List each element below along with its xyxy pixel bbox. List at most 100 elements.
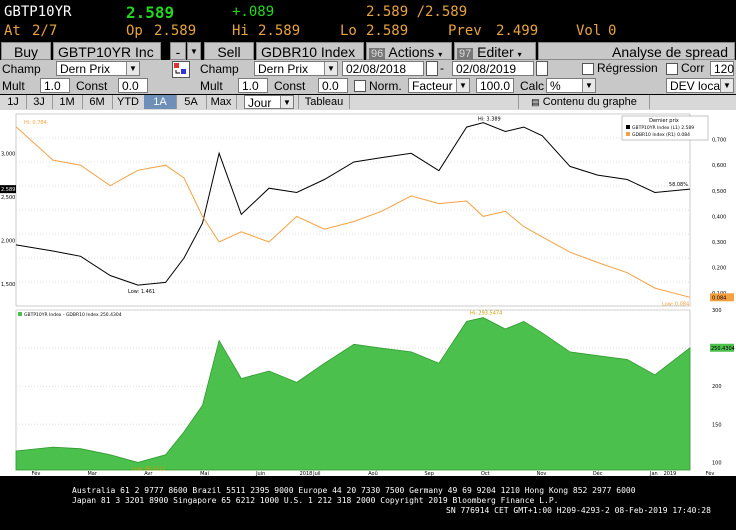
month-label: Juil <box>312 471 320 476</box>
corr-checkbox[interactable] <box>666 63 678 75</box>
bottom-legend-swatch <box>18 312 22 316</box>
annotation-start: Hi: 0.784 <box>24 120 47 126</box>
corr-label: Corr <box>681 61 705 75</box>
mult2-input[interactable]: 1.0 <box>238 78 268 93</box>
actions-label: Actions <box>388 44 435 60</box>
chart-content-label: Contenu du graphe <box>542 96 637 108</box>
legend-entry: GBTP10YR Index (L1) 2.589 <box>632 125 694 131</box>
annotation-end-low: Low: 0.084 <box>662 301 689 307</box>
tab-max[interactable]: Max <box>206 95 237 109</box>
swap-icon[interactable] <box>172 61 190 78</box>
mult2-label: Mult <box>200 79 223 93</box>
chart-area[interactable]: 3,000 2,500 2,000 1,500 0,700 0,600 0,500 0,400… <box>0 110 736 477</box>
open-label: Op <box>126 23 143 39</box>
mult1-input[interactable]: 1.0 <box>40 78 70 93</box>
bid-ask: 2.589 /2.589 <box>366 4 468 20</box>
footer-line3: SN 776914 CET GMT+1:00 H209-4293-2 08-Fe… <box>446 506 711 515</box>
const1-input[interactable]: 0.0 <box>118 78 148 93</box>
field2-value: Dern Prix <box>258 62 309 76</box>
actions-menu[interactable]: 96 Actions ▾ <box>366 42 452 60</box>
current-left-label: 2.589 <box>1 187 15 193</box>
field1-select[interactable]: Dern Prix ▼ <box>56 61 140 76</box>
current-left-tag <box>0 185 16 194</box>
tab-ytd[interactable]: YTD <box>112 95 145 109</box>
annotation-high: Hi: 3.389 <box>478 117 501 123</box>
vol-value: 0 <box>608 23 617 39</box>
edit-number: 97 <box>457 48 474 60</box>
legend-entry: GDBR10 Index (R1) 0.084 <box>632 132 690 138</box>
bottom-current-label: 250.4304 <box>711 346 735 352</box>
edit-menu[interactable]: 97 Editer ▾ <box>454 42 536 60</box>
buy-button[interactable]: Buy <box>1 42 51 60</box>
champ1-label: Champ <box>2 62 41 76</box>
sell-button[interactable]: Sell <box>204 42 254 60</box>
table-button[interactable]: Tableau <box>298 95 350 109</box>
regression-checkbox[interactable] <box>582 63 594 75</box>
operator-dropdown-icon[interactable]: ▼ <box>187 42 201 60</box>
right-tick-label: 0,300 <box>712 240 726 246</box>
date-end-input[interactable]: 02/08/2019 <box>452 61 534 76</box>
date-start-input[interactable]: 02/08/2018 <box>342 61 424 76</box>
high-value: 2.589 <box>258 23 301 39</box>
at-label: At <box>4 23 21 39</box>
calc-label: Calc <box>520 79 545 93</box>
field2-select[interactable]: Dern Prix ▼ <box>254 61 338 76</box>
currency-select[interactable]: DEV local ▼ <box>666 78 734 93</box>
month-label: Mai <box>200 471 209 476</box>
norm-checkbox[interactable] <box>354 80 366 92</box>
month-label: Mar <box>87 471 97 476</box>
calendar-icon[interactable] <box>536 61 548 76</box>
operator-select[interactable]: - <box>170 42 186 60</box>
tab-1a[interactable]: 1A <box>144 95 177 109</box>
bottom-tick-label: 300 <box>712 308 722 314</box>
footer-line1: Australia 61 2 9777 8600 Brazil 5511 239… <box>72 486 636 495</box>
legend-title: Dernier prix <box>649 118 679 124</box>
factor-input[interactable]: 100.0 <box>476 78 514 93</box>
edit-label: Editer <box>477 44 514 60</box>
period-select[interactable]: Jour ▼ <box>244 95 294 110</box>
tab-1m[interactable]: 1M <box>52 95 83 109</box>
ticker: GBTP10YR <box>4 4 72 20</box>
bottom-tick-label: 200 <box>712 384 722 390</box>
period-value: Jour <box>248 96 272 110</box>
tab-5a[interactable]: 5A <box>176 95 207 109</box>
left-tick-label: 3,000 <box>1 151 15 157</box>
security2-field[interactable]: GDBR10 Index <box>256 42 364 60</box>
corr-input[interactable]: 120 <box>710 61 734 76</box>
security1-field[interactable]: GBTP10YR Inc <box>53 42 161 60</box>
month-label: Fév <box>32 470 41 476</box>
calendar-icon[interactable] <box>426 61 438 76</box>
period-tabs: 1J 3J 1M 6M YTD 1A 5A Max Jour ▼ Tableau ▤ Conte… <box>0 95 736 110</box>
const1-label: Const <box>76 79 108 93</box>
bottom-annotation-low: Low: 96.5211 <box>132 466 166 472</box>
tab-3j[interactable]: 3J <box>26 95 53 109</box>
norm-label: Norm. <box>369 79 402 93</box>
chevron-down-icon: ▼ <box>324 62 337 75</box>
at-value: 2/7 <box>32 23 58 39</box>
factor-select[interactable]: Facteur ▼ <box>408 78 470 93</box>
left-tick-label: 2,000 <box>1 239 15 245</box>
month-label: Avr <box>144 471 153 476</box>
actions-dropdown-icon: ▾ <box>438 50 443 59</box>
field1-value: Dern Prix <box>60 62 111 76</box>
champ2-label: Champ <box>200 62 239 76</box>
low-label: Lo <box>340 23 357 39</box>
chart-content-button[interactable]: ▤ Contenu du graphe <box>518 95 650 109</box>
series-line-gdbr <box>15 126 691 298</box>
legend-swatch <box>626 132 630 136</box>
vol-label: Vol <box>576 23 602 39</box>
legend-swatch <box>626 125 630 129</box>
spread-analysis-title: Analyse de spread <box>538 42 735 60</box>
legend-box <box>621 115 709 141</box>
footer-line2: Japan 81 3 3201 8900 Singapore 65 6212 1… <box>72 496 559 505</box>
bottom-legend-entry: GBTP10YR Index - GDBR10 Index 250.4304 <box>24 312 122 318</box>
month-label: Fév <box>706 470 715 476</box>
prev-value: 2.499 <box>496 23 539 39</box>
tab-1j[interactable]: 1J <box>0 95 27 109</box>
calc-select[interactable]: % ▼ <box>546 78 596 93</box>
const2-input[interactable]: 0.0 <box>318 78 348 93</box>
right-tick-label: 0,200 <box>712 266 726 272</box>
last-price: 2.589 <box>126 3 175 22</box>
chevron-down-icon: ▼ <box>456 79 469 92</box>
tab-6m[interactable]: 6M <box>82 95 113 109</box>
